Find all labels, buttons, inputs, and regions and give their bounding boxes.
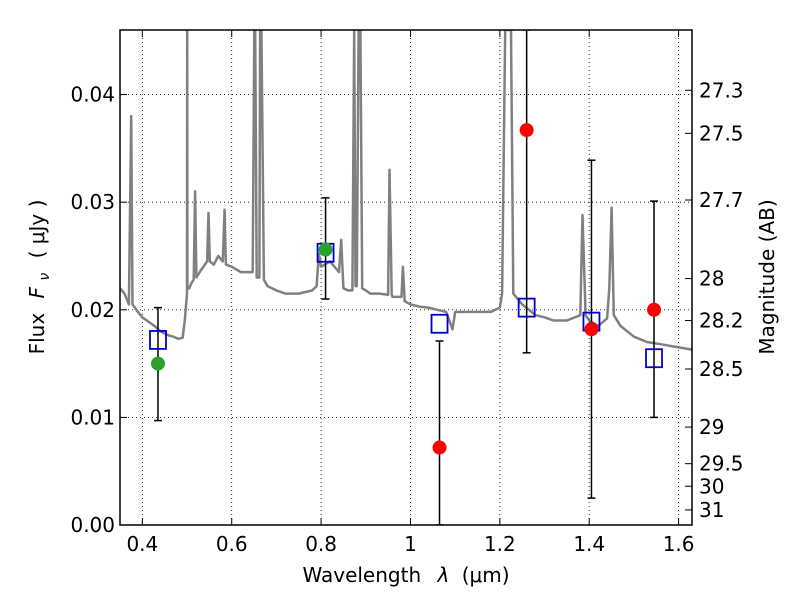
grid (120, 30, 692, 525)
spectrum-line (120, 30, 692, 351)
y-tick-label: 0.01 (70, 405, 115, 429)
spectrum-layer (120, 30, 692, 351)
y-axis-label-text: Flux (25, 313, 49, 355)
y-tick-label: 0.00 (70, 513, 115, 537)
magnitude-tick-label: 28 (699, 267, 724, 291)
x-tick-labels: 0.4 0.6 0.8 1 1.2 1.4 1.6 (126, 532, 694, 556)
plot-frame (119, 29, 693, 526)
red-point (519, 123, 534, 138)
magnitude-tick-label: 31 (699, 498, 724, 522)
x-axis-unit: (μm) (462, 563, 510, 587)
y-axis-subscript: ν (37, 273, 53, 281)
model-photometry-square (517, 297, 536, 318)
green-point (318, 242, 333, 257)
magnitude-tick-label: 29 (699, 415, 724, 439)
x-tick-label: 1.6 (663, 532, 695, 556)
y-axis-unit: ( μJy ) (25, 200, 49, 259)
axis-ticks (120, 30, 692, 526)
x-axis-label: Wavelength λ (μm) (302, 563, 509, 587)
x-axis-symbol: λ (437, 563, 450, 587)
data-points (149, 123, 663, 455)
x-axis-label-text: Wavelength (302, 563, 421, 587)
y-axis-label: Flux F ν ( μJy ) (25, 200, 54, 355)
model-photometry-square (149, 330, 167, 350)
y2-axis-label: Magnitude (AB) (755, 199, 779, 354)
y-tick-label: 0.04 (70, 83, 115, 107)
y-axis-symbol: F (25, 286, 49, 298)
magnitude-tick-label: 27.3 (699, 78, 744, 102)
magnitude-tick-label: 28.2 (699, 309, 744, 333)
magnitude-tick-label: 30 (699, 474, 724, 498)
x-tick-label: 1.4 (573, 532, 605, 556)
x-tick-label: 1 (404, 532, 417, 556)
magnitude-tick-label: 29.5 (699, 452, 744, 476)
red-point (432, 440, 447, 455)
model-photometry-square (430, 313, 449, 334)
red-point (647, 302, 662, 317)
x-tick-label: 1.2 (484, 532, 516, 556)
y-tick-label: 0.02 (70, 298, 115, 322)
green-point (150, 356, 165, 371)
error-bars (153, 30, 659, 525)
magnitude-tick-label: 27.7 (699, 188, 744, 212)
model-photometry-square (645, 348, 663, 369)
magnitude-tick-label: 27.5 (699, 121, 744, 145)
red-point (584, 322, 599, 337)
x-tick-label: 0.4 (126, 532, 158, 556)
magnitude-tick-label: 28.5 (699, 357, 744, 381)
x-tick-label: 0.6 (216, 532, 248, 556)
x-tick-label: 0.8 (305, 532, 337, 556)
y-tick-labels: 0.00 0.01 0.02 0.03 0.04 (70, 83, 115, 537)
y-tick-label: 0.03 (70, 190, 115, 214)
